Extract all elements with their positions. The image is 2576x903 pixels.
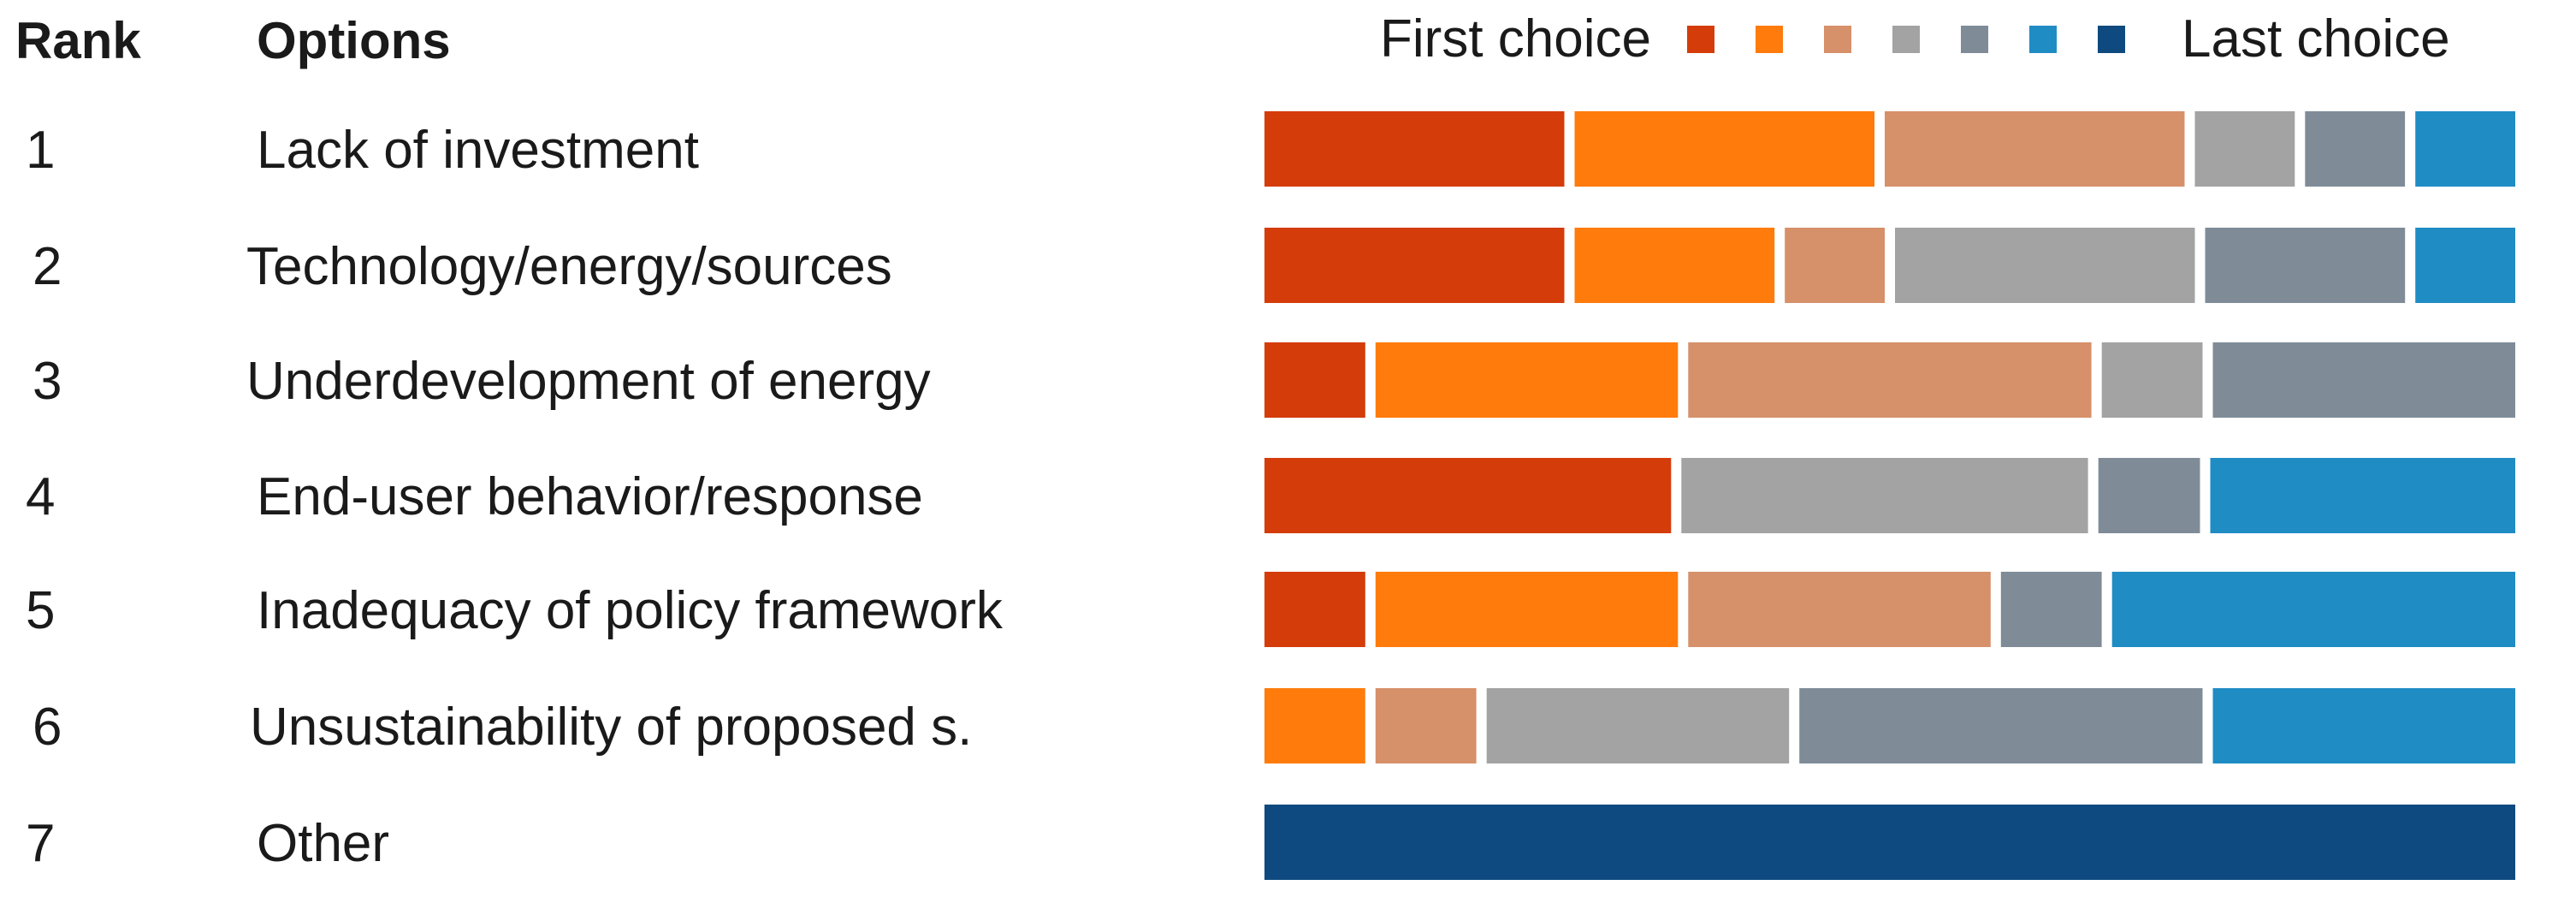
rank-label: 4 bbox=[26, 467, 55, 526]
legend: First choice Last choice bbox=[1380, 9, 2450, 68]
bar-segment bbox=[1264, 458, 1672, 533]
bar-segment bbox=[2101, 342, 2203, 418]
bar-segment bbox=[2205, 228, 2406, 303]
bar-segment bbox=[1264, 342, 1365, 418]
bar-segment bbox=[1688, 342, 2092, 418]
option-label: Other bbox=[257, 814, 389, 873]
bar-segment bbox=[1681, 458, 2088, 533]
bar-segment bbox=[1574, 228, 1775, 303]
bar-segment bbox=[1264, 228, 1565, 303]
rank-label: 3 bbox=[33, 352, 62, 411]
legend-swatch-4 bbox=[1892, 26, 1920, 53]
bar-segment bbox=[2212, 688, 2515, 763]
bar-segment bbox=[2000, 572, 2102, 647]
bar-segment bbox=[2210, 458, 2515, 533]
bar-segment bbox=[2194, 111, 2295, 187]
legend-first-choice-label: First choice bbox=[1380, 9, 1651, 68]
bar-segment bbox=[1885, 111, 2185, 187]
bar-segment bbox=[1264, 111, 1565, 187]
chart-rows: 1 Lack of investment 2 Technology/energy/so… bbox=[26, 111, 2515, 880]
bar-segment bbox=[1574, 111, 1874, 187]
option-label: Unsustainability of proposed s. bbox=[250, 698, 972, 757]
bar-segment bbox=[1895, 228, 2195, 303]
bar-segment bbox=[2098, 458, 2200, 533]
bar-segment bbox=[1264, 805, 2515, 880]
rank-label: 2 bbox=[33, 237, 62, 296]
legend-swatch-7 bbox=[2098, 26, 2125, 53]
rank-label: 7 bbox=[26, 814, 55, 873]
rank-header: Rank bbox=[15, 12, 141, 69]
option-label: Technology/energy/sources bbox=[246, 237, 892, 296]
bar-segment bbox=[1688, 572, 1991, 647]
option-label: Lack of investment bbox=[257, 121, 699, 180]
legend-swatch-5 bbox=[1961, 26, 1988, 53]
bar-segment bbox=[1375, 342, 1679, 418]
legend-swatches bbox=[1687, 26, 2125, 53]
bar-segment bbox=[1375, 572, 1679, 647]
options-header: Options bbox=[257, 12, 451, 69]
option-label: Underdevelopment of energy bbox=[246, 352, 931, 411]
bar-segment bbox=[2305, 111, 2406, 187]
bar-segment bbox=[1486, 688, 1790, 763]
bar-segment bbox=[1375, 688, 1477, 763]
bar-segment bbox=[2212, 342, 2515, 418]
bar-segment bbox=[2415, 228, 2515, 303]
bar-segment bbox=[2415, 111, 2515, 187]
option-label: End-user behavior/response bbox=[257, 467, 923, 526]
legend-last-choice-label: Last choice bbox=[2182, 9, 2450, 68]
legend-swatch-1 bbox=[1687, 26, 1714, 53]
bar-segment bbox=[1785, 228, 1885, 303]
option-label: Inadequacy of policy framework bbox=[257, 581, 1004, 640]
bar-segment bbox=[1799, 688, 2203, 763]
legend-swatch-3 bbox=[1824, 26, 1851, 53]
bar-segment bbox=[1264, 572, 1365, 647]
rank-label: 5 bbox=[26, 581, 55, 640]
legend-swatch-2 bbox=[1756, 26, 1783, 53]
bar-segment bbox=[2111, 572, 2515, 647]
legend-swatch-6 bbox=[2029, 26, 2057, 53]
rank-label: 6 bbox=[33, 698, 62, 757]
rank-label: 1 bbox=[26, 121, 55, 180]
bar-segment bbox=[1264, 688, 1365, 763]
